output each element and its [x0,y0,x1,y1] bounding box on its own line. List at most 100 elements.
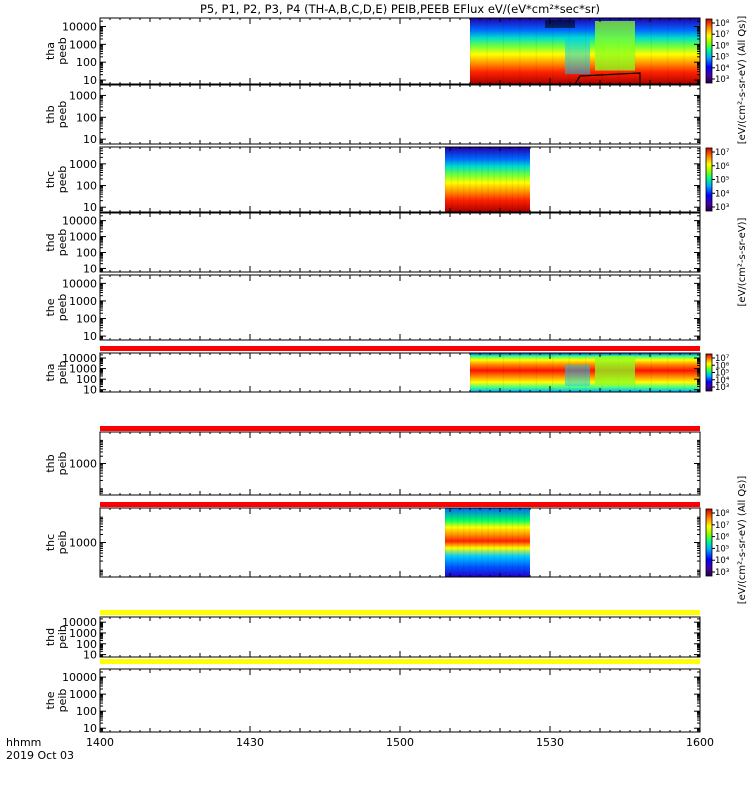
colorbar-label-electron: [eV/(cm²-s-sr-eV)] [737,217,748,306]
spectrogram-texture [457,508,459,577]
panel-label: the [44,298,57,316]
spectrogram-texture [683,353,685,392]
panel-label: thb [44,454,57,472]
y-tick-label: 100 [76,56,97,69]
y-tick-label: 10 [83,133,97,146]
panel-label: tha [44,42,57,60]
colorbar-tick-label: 10³ [715,383,729,393]
spectrogram-texture [523,508,526,577]
panel-label: thd [44,233,57,251]
spectrogram-texture [469,508,471,577]
panel-thb_peeb: 1000 100 10 thb peeb [44,84,701,146]
colorbar-tick-label: 10⁷ [715,521,730,531]
spectrogram-texture [552,353,554,392]
spectrogram-texture [535,18,537,84]
colorbar [705,147,713,212]
colorbar-tick-label: 10⁴ [715,189,730,199]
spectrogram-texture [493,147,495,212]
quality-flag-band [100,426,700,431]
colorbar [705,353,713,392]
panel-bg [100,508,700,577]
spectrogram-texture [486,353,488,392]
panel-bg [100,85,700,144]
y-tick-label: 10000 [62,21,97,34]
y-tick-label: 10000 [62,352,97,365]
spectrogram-texture [499,147,501,212]
colorbar-tick-label: 10⁵ [715,544,729,554]
spectrogram-texture [517,508,520,577]
spectrogram-texture [502,353,505,392]
panel-label: thc [44,171,57,188]
x-tick-label: 1600 [686,736,714,749]
quality-flag-band [100,502,700,507]
panel-bg [100,275,700,340]
panel-thc_peeb: 1000 100 10 thc peeb 10⁷ 10⁶ 10⁵ 10⁴ 10³ [44,146,730,214]
spectrogram-texture [470,18,472,84]
y-tick-label: 10 [83,330,97,343]
spectrogram-texture [667,18,669,84]
spectrogram-texture [650,353,652,392]
panel-bg [100,617,700,657]
spectrogram-texture [475,147,477,212]
spectrogram-block [445,508,530,577]
panel-bg [100,669,700,732]
colorbar [705,508,713,577]
colorbar-tick-label: 10⁷ [715,30,730,40]
spectrogram-texture [667,353,669,392]
panel-sublabel: peib [56,531,69,555]
spectrogram-texture [517,147,520,212]
spectrogram-texture [650,18,652,84]
figure-title: P5, P1, P2, P3, P4 (TH-A,B,C,D,E) PEIB,P… [200,2,600,16]
y-tick-label: 10 [83,649,97,662]
colorbar-tick-label: 10⁸ [715,19,730,29]
y-tick-label: 10000 [62,671,97,684]
y-tick-label: 1000 [69,458,97,471]
spectrogram-feature [595,21,635,71]
spectrogram-texture [469,147,471,212]
colorbar-labels: [eV/(cm²-s-sr-eV)] [eV/(cm²-s-sr-eV) (Al… [737,16,748,605]
quality-flag-band [100,610,700,615]
colorbar-tick-label: 10³ [715,75,729,85]
panel-bg [100,147,700,212]
spectrogram-gap [545,20,575,28]
quality-flag-band [100,346,700,351]
spectrogram-texture [511,147,513,212]
colorbar-tick-label: 10³ [715,568,729,578]
spectrogram-texture [552,18,554,84]
y-tick-label: 10000 [62,215,97,228]
quality-flag-band [100,659,700,664]
colorbar-tick-label: 10⁴ [715,64,730,74]
time-unit-label: hhmm [6,736,41,749]
spectrogram-texture [463,508,465,577]
y-tick-label: 10 [83,722,97,735]
spectrogram-feature [565,37,590,75]
y-tick-label: 100 [76,638,97,651]
colorbar-label-ion-allqs: [eV/(cm²-s-sr-eV) (All Qs)] [737,476,748,605]
panel-the_peib: 10000 1000 100 10 the peib [44,668,701,735]
panel-label: thd [44,628,57,646]
colorbar-tick-label: 10⁵ [715,369,729,379]
time-axis: 1400 1430 1500 1530 1600 [86,736,714,749]
spectrogram-texture [493,508,495,577]
spectrogram-texture [505,508,507,577]
colorbar-tick-label: 10⁶ [715,361,730,371]
panel-sublabel: peib [56,625,69,649]
colorbar-tick-label: 10⁵ [715,176,729,186]
overlay-trace [574,72,641,85]
spectrogram-texture [511,508,513,577]
colorbar-tick-label: 10⁴ [715,376,730,386]
y-tick-label: 1000 [69,363,97,376]
y-tick-label: 1000 [69,231,97,244]
spectrogram-texture [487,147,489,212]
panel-bg [100,432,700,495]
y-tick-label: 100 [76,247,97,260]
y-tick-label: 1000 [69,688,97,701]
colorbar-tick-label: 10⁶ [715,533,730,543]
colorbar-tick-label: 10⁸ [715,509,730,519]
spectrogram-texture [445,508,447,577]
y-tick-label: 100 [76,180,97,193]
